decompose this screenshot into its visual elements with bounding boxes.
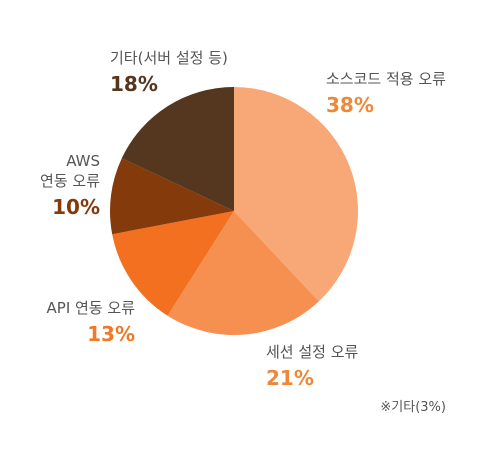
slice-value-2: 21% (266, 366, 314, 390)
slice-label-4-line-2: 연동 오류 (40, 172, 100, 190)
slice-label-5: 기타(서버 설정 등) (110, 49, 228, 67)
slice-value-3: 13% (87, 322, 135, 346)
footnote: ※기타(3%) (380, 400, 446, 415)
slice-value-4: 10% (52, 195, 100, 219)
pie-slice-2 (167, 211, 319, 335)
pie-slices (110, 86, 358, 335)
slice-value-5: 18% (110, 72, 158, 96)
slice-label-4-line-1: AWS (66, 152, 100, 170)
slice-label-1: 소스코드 적용 오류 (326, 70, 446, 88)
pie-slice-5 (121, 86, 234, 211)
pie-slice-1 (234, 87, 358, 302)
pie-labels: 소스코드 적용 오류 38% 세션 설정 오류 21% API 연동 오류 13% AWS 연… (40, 49, 446, 390)
pie-slice-4 (110, 158, 234, 235)
slice-label-3: API 연동 오류 (47, 299, 136, 317)
slice-value-1: 38% (326, 93, 374, 117)
slice-label-2: 세션 설정 오류 (266, 343, 359, 361)
pie-slice-3 (112, 211, 234, 316)
